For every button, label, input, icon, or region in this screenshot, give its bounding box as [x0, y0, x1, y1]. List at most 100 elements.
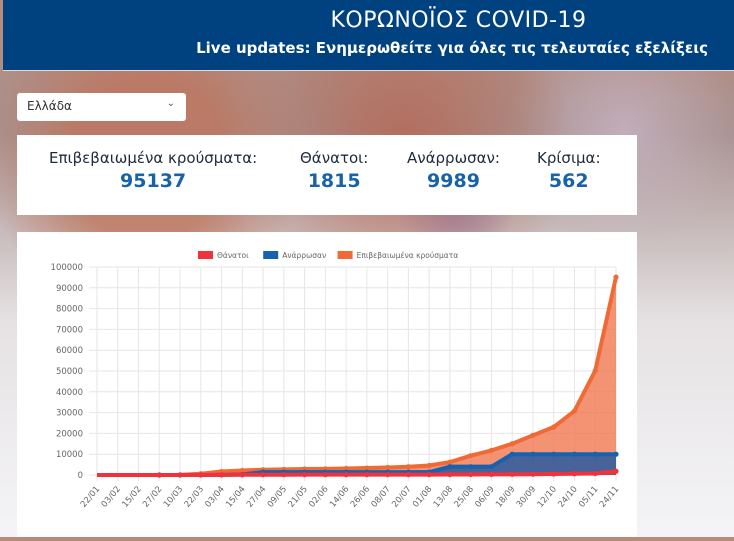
header-banner: ΚΟΡΩΝΟΪΟΣ COVID-19 Live updates: Ενημερω… — [3, 0, 734, 71]
data-point — [571, 451, 578, 457]
y-tick-label: 80000 — [56, 305, 83, 315]
data-point — [447, 464, 453, 470]
data-point — [468, 453, 474, 459]
data-point — [613, 274, 619, 280]
stat-confirmed: Επιβεβαιωμένα κρούσματα: 95137 — [49, 149, 257, 192]
data-point — [426, 462, 432, 469]
x-tick-label: 03/04 — [203, 485, 226, 510]
x-tick-label: 10/03 — [162, 485, 185, 510]
x-tick-label: 14/06 — [328, 485, 351, 510]
stat-label: Ανάρρωσαν: — [407, 149, 500, 167]
y-tick-label: 40000 — [56, 388, 83, 398]
stat-label: Κρίσιμα: — [537, 149, 601, 167]
x-tick-label: 18/09 — [494, 485, 517, 510]
x-tick-label: 26/06 — [349, 485, 372, 510]
data-point — [592, 451, 598, 457]
x-tick-label: 08/07 — [370, 485, 393, 510]
data-point — [592, 470, 598, 477]
data-point — [198, 472, 204, 478]
data-point — [551, 451, 557, 457]
data-point — [530, 432, 536, 438]
data-point — [551, 471, 557, 477]
x-tick-label: 27/02 — [141, 485, 164, 510]
data-point — [177, 472, 183, 478]
x-tick-label: 09/05 — [266, 485, 289, 510]
data-point — [509, 471, 515, 477]
y-tick-label: 10000 — [56, 450, 83, 460]
data-point — [571, 471, 578, 477]
data-point — [447, 459, 453, 465]
data-point — [530, 451, 536, 457]
legend-swatch — [337, 251, 353, 259]
x-tick-label: 13/08 — [432, 485, 455, 510]
country-select-value: Ελλάδα — [27, 99, 72, 113]
x-tick-label: 25/08 — [453, 485, 476, 510]
stat-value: 9989 — [427, 170, 480, 192]
y-tick-label: 20000 — [56, 429, 83, 439]
data-point — [509, 451, 515, 457]
data-point — [364, 465, 370, 471]
stats-card: Επιβεβαιωμένα κρούσματα: 95137 Θάνατοι: … — [17, 135, 637, 215]
y-tick-label: 50000 — [56, 367, 83, 377]
x-tick-label: 20/07 — [390, 485, 413, 510]
x-tick-label: 12/10 — [536, 485, 559, 510]
data-point — [551, 424, 557, 430]
x-tick-label: 21/05 — [286, 485, 309, 510]
data-point — [488, 447, 495, 453]
data-point — [239, 472, 245, 478]
data-point — [239, 467, 245, 474]
x-tick-label: 30/09 — [515, 485, 538, 510]
stat-deaths: Θάνατοι: 1815 — [300, 149, 368, 192]
series-area — [97, 454, 616, 475]
x-tick-label: 01/08 — [411, 485, 434, 510]
data-point — [488, 464, 495, 470]
data-point — [156, 472, 162, 478]
page-subtitle: Live updates: Ενημερωθείτε για όλες τις … — [196, 39, 708, 57]
y-tick-label: 70000 — [56, 325, 83, 335]
data-point — [488, 471, 495, 478]
x-tick-label: 24/11 — [598, 485, 621, 510]
chevron-down-icon: ⌄ — [166, 98, 175, 109]
stat-value: 95137 — [120, 170, 187, 192]
data-point — [218, 472, 225, 478]
y-tick-label: 30000 — [56, 409, 83, 419]
x-tick-label: 22/03 — [183, 485, 206, 510]
legend-label: Θάνατοι — [217, 251, 249, 260]
chart-card: 0 10000 20000 30000 40000 50000 60000 70000 8000… — [17, 232, 637, 537]
data-point — [592, 368, 598, 374]
data-point — [468, 471, 474, 478]
legend-swatch — [263, 251, 279, 259]
x-tick-label: 03/02 — [100, 485, 123, 510]
data-point — [322, 472, 328, 478]
data-point — [260, 472, 266, 478]
x-tick-label: 24/10 — [556, 485, 579, 510]
y-tick-label: 60000 — [56, 346, 83, 356]
data-point — [426, 471, 432, 478]
page-title: ΚΟΡΩΝΟΪΟΣ COVID-19 — [330, 8, 587, 33]
data-point — [530, 471, 536, 477]
stat-label: Θάνατοι: — [300, 149, 369, 167]
covid-chart: 0 10000 20000 30000 40000 50000 60000 70000 8000… — [51, 251, 621, 510]
x-tick-label: 22/01 — [79, 485, 102, 510]
data-point — [281, 472, 287, 478]
x-tick-label: 05/11 — [577, 485, 600, 510]
legend-label: Ανάρρωσαν — [282, 251, 326, 260]
legend-label: Επιβεβαιωμένα κρούσματα — [357, 251, 459, 260]
data-point — [468, 464, 474, 470]
stat-critical: Κρίσιμα: 562 — [537, 149, 601, 192]
x-tick-label: 06/09 — [473, 485, 496, 510]
data-point — [343, 472, 349, 478]
x-tick-label: 15/04 — [224, 485, 247, 510]
data-point — [571, 408, 578, 414]
y-tick-label: 0 — [78, 471, 83, 481]
data-point — [385, 471, 391, 478]
data-point — [343, 465, 349, 472]
data-point — [405, 471, 411, 478]
stat-value: 562 — [548, 170, 589, 192]
data-point — [385, 464, 391, 471]
data-point — [302, 472, 308, 478]
legend-swatch — [198, 251, 213, 259]
country-select[interactable]: Ελλάδα ⌄ — [17, 93, 186, 121]
stat-value: 1815 — [307, 170, 361, 192]
stat-recovered: Ανάρρωσαν: 9989 — [407, 149, 500, 192]
